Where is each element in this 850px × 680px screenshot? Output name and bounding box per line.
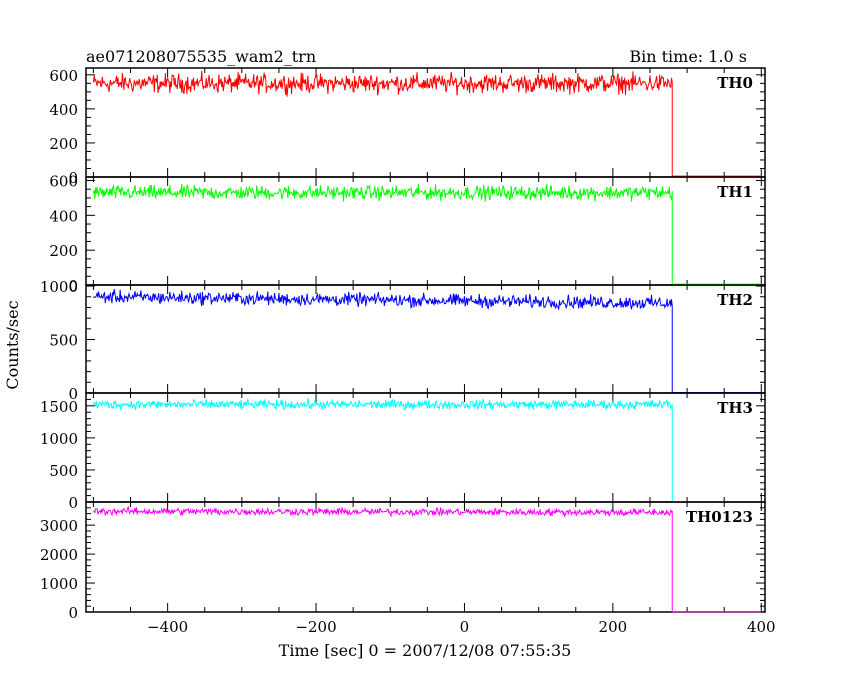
panel-frame (85, 392, 766, 503)
panel-th0: 0 200 400 600 TH0 (49, 67, 766, 187)
series-line-th0123 (93, 505, 762, 613)
y-axis-label: Counts/sec (3, 300, 22, 389)
series-line-th2 (93, 288, 762, 393)
y-tick-label: 0 (68, 494, 78, 512)
series-label: TH3 (717, 399, 753, 417)
y-tick-label: 0 (68, 385, 78, 403)
series-label: TH2 (717, 291, 753, 309)
panel-th0123: 0 1000 2000 3000 TH0123 (40, 501, 766, 622)
y-tick-label: 1500 (40, 398, 78, 416)
y-tick-label: 500 (49, 462, 78, 480)
panel-th3: 0 500 1000 1500 TH3 (40, 392, 766, 512)
y-tick-label: 1000 (40, 278, 78, 296)
series-label: TH0 (717, 74, 753, 92)
y-tick-label: 0 (68, 604, 78, 622)
y-tick-label: 500 (49, 332, 78, 350)
x-tick-label: 0 (460, 618, 470, 636)
panel-th2: 0 500 1000 TH2 (40, 278, 766, 403)
y-tick-label: 200 (49, 242, 78, 260)
series-line-th1 (92, 183, 762, 285)
x-tick-label: −200 (295, 618, 336, 636)
panels-group: 0 200 400 600 TH0 0 200 400 600 TH1 0 500 1000 TH2 0 50… (40, 67, 776, 636)
bin-time-label: Bin time: 1.0 s (629, 47, 747, 66)
y-tick-label: 400 (49, 101, 78, 119)
y-tick-label: 400 (49, 207, 78, 225)
x-tick-label: 200 (599, 618, 628, 636)
x-axis-label: Time [sec] 0 = 2007/12/08 07:55:35 (279, 641, 572, 660)
y-tick-label: 3000 (40, 517, 78, 535)
y-tick-label: 600 (49, 67, 78, 85)
panel-th1: 0 200 400 600 TH1 (49, 172, 766, 295)
y-tick-label: 600 (49, 172, 78, 190)
series-label: TH0123 (686, 508, 753, 526)
series-line-th3 (92, 397, 762, 503)
series-label: TH1 (717, 183, 753, 201)
series-line-th0 (92, 70, 762, 177)
x-tick-label: 400 (747, 618, 776, 636)
x-tick-label: −400 (147, 618, 188, 636)
y-tick-label: 2000 (40, 546, 78, 564)
chart-title: ae071208075535_wam2_trn (86, 47, 316, 66)
y-tick-label: 200 (49, 135, 78, 153)
y-tick-label: 1000 (40, 575, 78, 593)
y-tick-label: 0 (68, 169, 78, 187)
panel-frame (85, 501, 766, 613)
y-tick-label: 0 (68, 277, 78, 295)
y-tick-label: 1000 (40, 430, 78, 448)
